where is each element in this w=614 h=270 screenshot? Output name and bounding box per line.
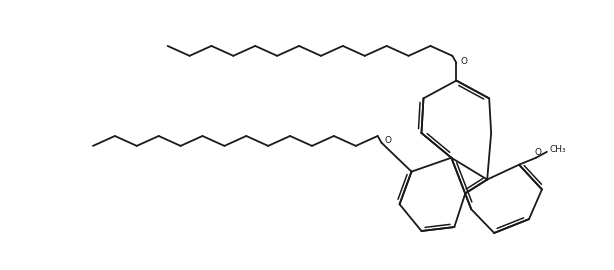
Text: O: O	[384, 136, 392, 146]
Text: O: O	[460, 57, 467, 66]
Text: O: O	[534, 148, 542, 157]
Text: CH₃: CH₃	[550, 145, 567, 154]
